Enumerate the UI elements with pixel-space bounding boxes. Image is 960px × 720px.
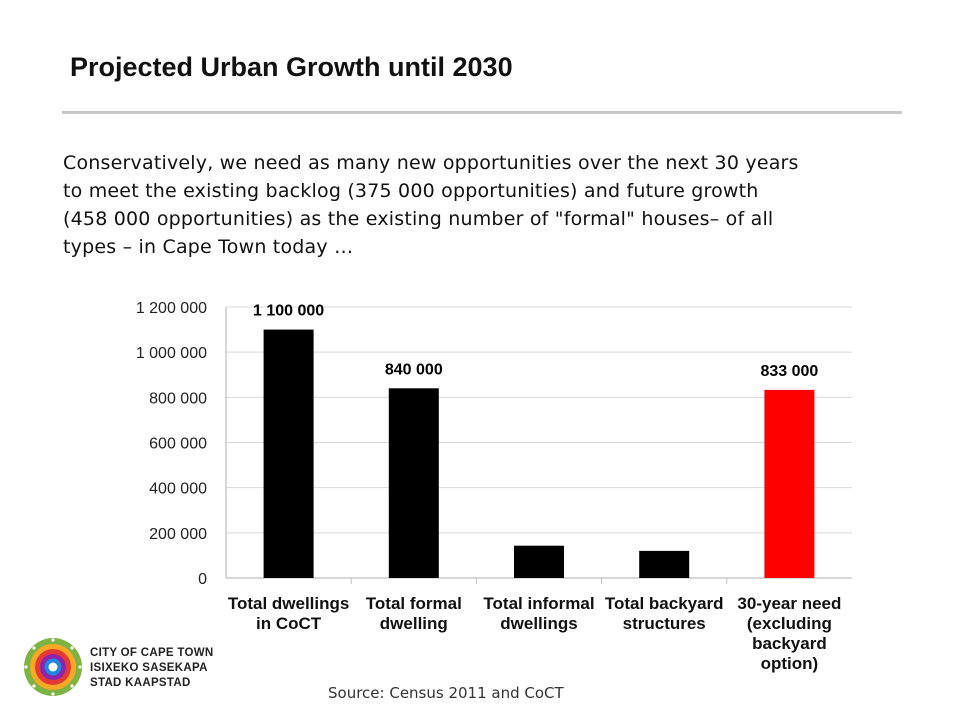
x-tick-label: in CoCT xyxy=(256,614,322,633)
bar xyxy=(639,550,690,578)
x-tick-label: Total backyard xyxy=(605,594,724,613)
y-tick-label: 1 200 000 xyxy=(136,300,207,317)
city-logo-icon xyxy=(24,638,82,696)
x-tick-label: Total formal xyxy=(366,594,462,613)
x-tick-label: Total informal xyxy=(483,594,594,613)
body-line: to meet the existing backlog (375 000 op… xyxy=(63,180,759,202)
x-tick-label: dwellings xyxy=(500,614,577,633)
y-tick-label: 1 000 000 xyxy=(136,345,207,362)
bar xyxy=(514,545,564,578)
x-tick-label: 30-year need xyxy=(737,594,841,613)
bar xyxy=(263,329,314,578)
source-note: Source: Census 2011 and CoCT xyxy=(328,684,564,702)
logo-line: CITY OF CAPE TOWN xyxy=(90,647,214,659)
y-tick-label: 200 000 xyxy=(149,526,207,543)
y-tick-label: 800 000 xyxy=(149,390,207,407)
bar xyxy=(388,388,439,578)
logo-line: STAD KAAPSTAD xyxy=(90,677,191,689)
data-label: 1 100 000 xyxy=(253,303,324,320)
city-logo-text: CITY OF CAPE TOWN ISIXEKO SASEKAPA STAD … xyxy=(90,646,214,691)
data-label: 833 000 xyxy=(760,363,818,380)
x-tick-label: (excluding xyxy=(747,614,832,633)
body-paragraph: Conservatively, we need as many new oppo… xyxy=(63,149,943,261)
x-tick-label: Total dwellings xyxy=(228,594,350,613)
y-tick-label: 0 xyxy=(198,571,207,588)
title-divider xyxy=(62,111,902,114)
data-label: 840 000 xyxy=(385,361,443,378)
x-tick-label: option) xyxy=(761,654,819,673)
body-line: (458 000 opportunities) as the existing … xyxy=(63,208,774,230)
y-tick-label: 400 000 xyxy=(149,481,207,498)
bar xyxy=(764,389,815,578)
logo-line: ISIXEKO SASEKAPA xyxy=(90,662,208,674)
x-tick-label: dwelling xyxy=(380,614,448,633)
x-tick-label: backyard xyxy=(752,634,827,653)
y-tick-label: 600 000 xyxy=(149,436,207,453)
x-tick-label: structures xyxy=(623,614,706,633)
body-line: Conservatively, we need as many new oppo… xyxy=(63,152,799,174)
page-title: Projected Urban Growth until 2030 xyxy=(70,52,513,82)
body-line: types – in Cape Town today … xyxy=(63,236,354,258)
